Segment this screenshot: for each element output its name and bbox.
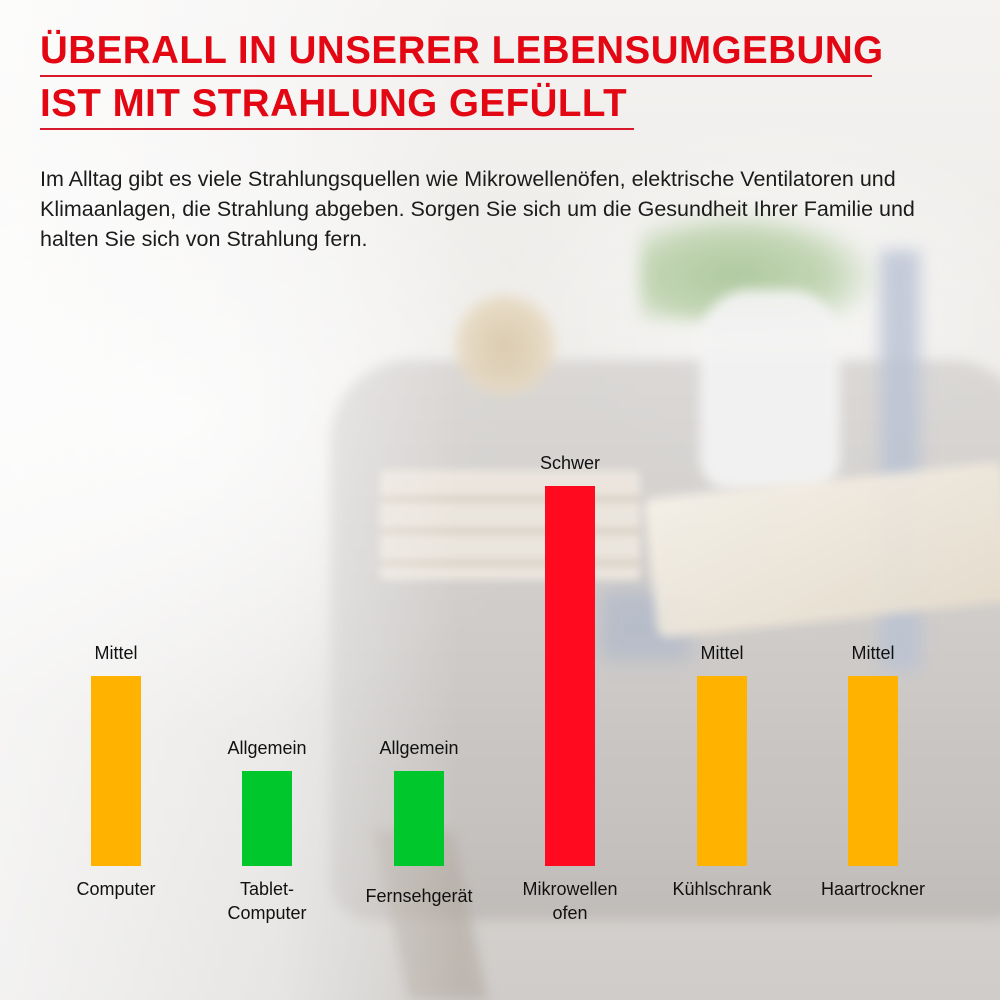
bar-level-label: Schwer bbox=[540, 453, 600, 473]
category-label: Kühlschrank bbox=[672, 879, 772, 899]
category-label: Tablet- bbox=[240, 879, 294, 899]
bar-2 bbox=[394, 771, 444, 866]
bar-1 bbox=[242, 771, 292, 866]
bar-4 bbox=[697, 676, 747, 866]
bar-level-label: Allgemein bbox=[379, 738, 458, 758]
category-label: Haartrockner bbox=[821, 879, 925, 899]
bar-level-label: Mittel bbox=[851, 643, 894, 663]
bar-5 bbox=[848, 676, 898, 866]
bar-level-label: Mittel bbox=[700, 643, 743, 663]
bar-0 bbox=[91, 676, 141, 866]
category-label: Mikrowellen bbox=[522, 879, 617, 899]
intro-text: Im Alltag gibt es viele Strahlungsquelle… bbox=[40, 167, 915, 251]
bar-level-label: Allgemein bbox=[227, 738, 306, 758]
bar-3 bbox=[545, 486, 595, 866]
headline-line-2: IST MIT STRAHLUNG GEFÜLLT bbox=[40, 81, 634, 130]
headline: ÜBERALL IN UNSERER LEBENSUMGEBUNG IST MI… bbox=[40, 28, 883, 130]
category-label: Computer bbox=[227, 903, 306, 923]
category-label: ofen bbox=[552, 903, 587, 923]
bar-level-label: Mittel bbox=[94, 643, 137, 663]
headline-line-1: ÜBERALL IN UNSERER LEBENSUMGEBUNG bbox=[40, 28, 883, 77]
category-label: Computer bbox=[76, 879, 155, 899]
category-label: Fernsehgerät bbox=[365, 886, 472, 906]
